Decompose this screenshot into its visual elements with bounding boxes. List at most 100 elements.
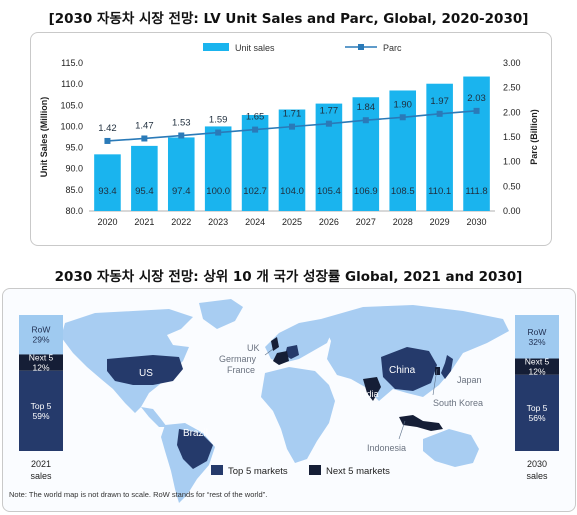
label-indonesia: Indonesia — [367, 443, 406, 453]
bar-value-label: 108.5 — [391, 186, 415, 197]
label-brazil: Brazil — [183, 428, 208, 439]
y2-tick-label: 2.50 — [503, 83, 521, 93]
bar-value-label: 100.0 — [206, 186, 230, 197]
parc-value-label: 1.53 — [172, 118, 191, 129]
greenland-shape — [199, 299, 243, 329]
segment-value: 59% — [32, 411, 49, 421]
bar-year: 2030 — [527, 459, 547, 469]
parc-value-label: 1.77 — [320, 106, 339, 117]
leader-lines — [264, 348, 438, 440]
legend-parc-marker — [358, 44, 364, 50]
parc-marker-2023 — [215, 129, 222, 136]
x-tick-label: 2029 — [430, 217, 450, 227]
parc-value-label: 2.03 — [467, 93, 486, 104]
parc-value-label: 1.47 — [135, 120, 154, 131]
parc-value-label: 1.97 — [430, 96, 449, 107]
segment-next-5 — [515, 358, 559, 375]
segment-top-5 — [515, 374, 559, 451]
segment-name: Next 5 — [525, 357, 550, 367]
x-tick-label: 2023 — [208, 217, 228, 227]
parc-marker-2026 — [325, 120, 332, 127]
parc-value-label: 1.42 — [98, 123, 117, 134]
world-map: US UK Germany France China Japan India S… — [9, 299, 559, 503]
parc-marker-2030 — [473, 107, 480, 114]
segment-name: RoW — [32, 325, 51, 335]
segment-value: 32% — [528, 337, 545, 347]
bar-value-label: 93.4 — [98, 186, 117, 197]
us-shape — [107, 355, 183, 385]
x-tick-label: 2022 — [171, 217, 191, 227]
legend-next5-label: Next 5 markets — [326, 466, 390, 477]
x-tick-label: 2028 — [393, 217, 413, 227]
bar-2030 — [463, 76, 490, 211]
australia-shape — [423, 429, 479, 467]
segment-name: Next 5 — [29, 353, 54, 363]
y-tick-label: 105.0 — [60, 100, 83, 110]
parc-marker-2028 — [399, 114, 406, 121]
segment-row — [515, 315, 559, 359]
bar-2021 — [131, 145, 158, 211]
bar-caption: sales — [30, 471, 52, 481]
segment-value: 56% — [528, 413, 545, 423]
legend-unit-sales-label: Unit sales — [235, 43, 275, 53]
bar-value-label: 102.7 — [243, 186, 267, 197]
india-shape — [363, 377, 381, 401]
parc-marker-2021 — [141, 135, 148, 142]
bar-year: 2021 — [31, 459, 51, 469]
parc-marker-2025 — [289, 123, 295, 130]
x-tick-label: 2027 — [356, 217, 376, 227]
bar-2029 — [426, 83, 453, 211]
central-america-shape — [141, 407, 167, 427]
segment-value: 12% — [528, 367, 545, 377]
parc-marker-2027 — [362, 117, 369, 124]
x-tick-label: 2020 — [97, 217, 117, 227]
label-france: France — [227, 365, 255, 375]
label-uk: UK — [247, 343, 260, 353]
bar-value-label: 106.9 — [354, 186, 378, 197]
y-tick-label: 95.0 — [65, 143, 83, 153]
brazil-shape — [177, 429, 213, 469]
china-shape — [381, 347, 437, 391]
indonesia-shape — [399, 415, 443, 431]
x-tick-label: 2025 — [282, 217, 302, 227]
x-tick-label: 2030 — [467, 217, 487, 227]
label-germany: Germany — [219, 354, 257, 364]
chart-title-top: [2030 자동차 시장 전망: LV Unit Sales and Parc,… — [48, 11, 529, 27]
segment-name: Top 5 — [31, 401, 52, 411]
y-tick-label: 110.0 — [61, 79, 83, 89]
legend-unit-sales-swatch — [203, 43, 229, 51]
label-us: US — [139, 368, 153, 379]
y2-axis-title: Parc (Billion) — [529, 109, 539, 165]
parc-marker-2024 — [252, 126, 259, 133]
chart-title-bottom: 2030 자동차 시장 전망: 상위 10 개 국가 성장률 Global, 2… — [54, 269, 523, 285]
bar-2028 — [389, 90, 417, 211]
y2-tick-label: 3.00 — [503, 58, 521, 68]
y-tick-label: 90.0 — [65, 164, 83, 174]
bar-value-label: 105.4 — [317, 186, 341, 197]
y-tick-label: 85.0 — [65, 185, 83, 195]
x-tick-label: 2024 — [245, 217, 265, 227]
parc-value-label: 1.84 — [357, 102, 376, 113]
highlighted-countries — [107, 337, 453, 469]
sales-parc-chart: 80.0 85.0 90.0 95.0 100.0 105.0 110.0 115.0 0.00… — [39, 43, 539, 227]
bar-value-label: 95.4 — [135, 186, 154, 197]
africa-shape — [261, 367, 335, 463]
bar-2020 — [94, 154, 121, 211]
germany-shape — [285, 345, 299, 359]
parc-value-label: 1.71 — [283, 109, 302, 120]
segment-value: 12% — [32, 363, 49, 373]
bar-2023 — [204, 126, 232, 211]
parc-value-label: 1.59 — [209, 115, 228, 126]
y2-tick-label: 1.50 — [503, 132, 521, 142]
x-tick-label: 2026 — [319, 217, 339, 227]
label-china: China — [389, 365, 416, 376]
bar-caption: sales — [526, 471, 548, 481]
label-japan: Japan — [457, 375, 482, 385]
label-south-korea: South Korea — [433, 398, 483, 408]
y2-tick-label: 2.00 — [503, 107, 521, 117]
y-tick-label: 80.0 — [65, 206, 83, 216]
y-tick-label: 115.0 — [61, 58, 83, 68]
legend-top5-label: Top 5 markets — [228, 466, 288, 477]
japan-shape — [441, 355, 453, 379]
